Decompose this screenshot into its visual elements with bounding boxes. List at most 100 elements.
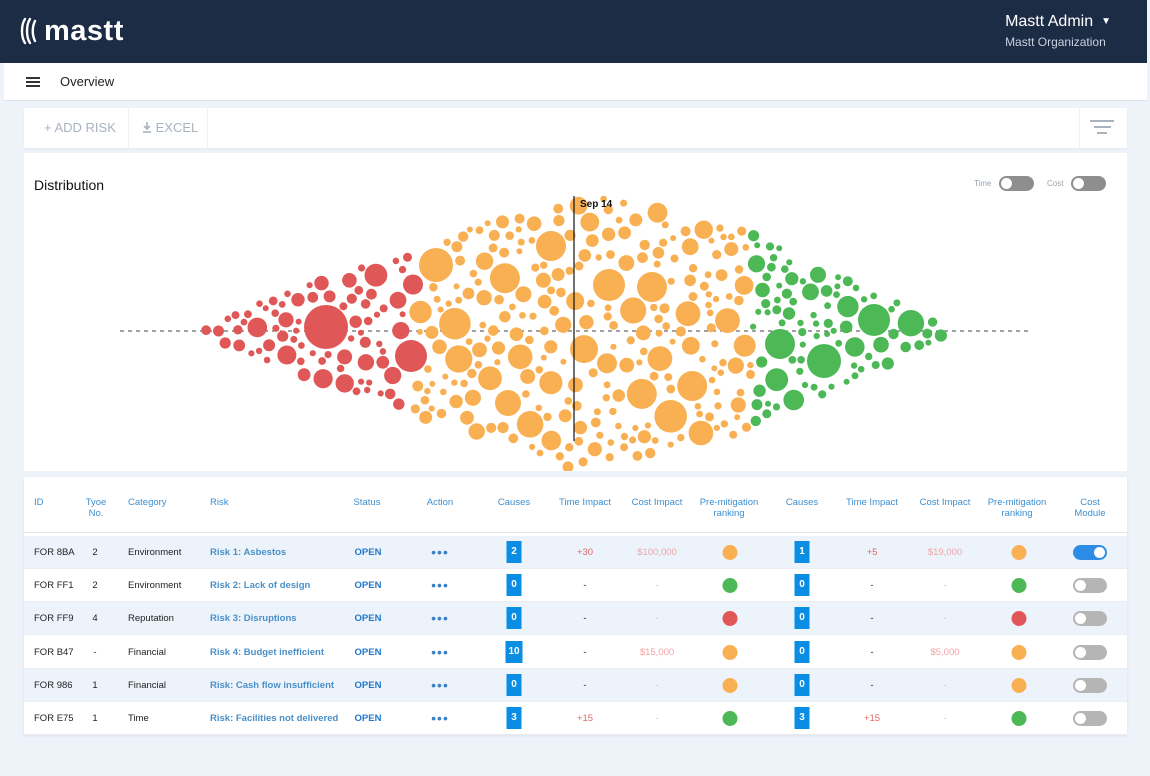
risk-bubble[interactable] xyxy=(852,284,860,292)
risk-bubble[interactable] xyxy=(753,384,766,397)
risk-bubble[interactable] xyxy=(309,350,316,357)
risk-bubble[interactable] xyxy=(637,272,667,302)
risk-bubble[interactable] xyxy=(767,262,776,272)
risk-bubble[interactable] xyxy=(870,292,878,300)
risk-bubble[interactable] xyxy=(419,410,433,424)
risk-bubble[interactable] xyxy=(858,304,890,336)
risk-bubble[interactable] xyxy=(553,215,565,227)
risk-bubble[interactable] xyxy=(403,252,412,262)
risk-bubble[interactable] xyxy=(439,307,471,340)
risk-bubble[interactable] xyxy=(488,325,499,336)
risk-bubble[interactable] xyxy=(472,342,487,358)
causes-badge-2[interactable]: 3 xyxy=(794,707,810,729)
risk-bubble[interactable] xyxy=(410,404,420,414)
risk-bubble[interactable] xyxy=(224,315,232,323)
risk-bubble[interactable] xyxy=(525,335,534,345)
risk-bubble[interactable] xyxy=(843,378,850,385)
risk-bubble[interactable] xyxy=(278,312,294,328)
risk-bubble[interactable] xyxy=(706,309,714,317)
risk-bubble[interactable] xyxy=(360,299,371,309)
risk-bubble[interactable] xyxy=(626,378,657,409)
risk-bubble[interactable] xyxy=(705,301,712,309)
risk-bubble[interactable] xyxy=(449,394,463,409)
mastt-logo[interactable]: mastt xyxy=(20,14,124,48)
risk-bubble[interactable] xyxy=(647,346,673,371)
risk-bubble[interactable] xyxy=(573,420,588,435)
risk-bubble[interactable] xyxy=(727,357,744,374)
risk-bubble[interactable] xyxy=(366,379,373,386)
risk-name-link[interactable]: Risk 2: Lack of design xyxy=(210,580,311,591)
risk-bubble[interactable] xyxy=(720,233,727,241)
risk-bubble[interactable] xyxy=(820,285,833,297)
risk-bubble[interactable] xyxy=(818,390,827,399)
risk-bubble[interactable] xyxy=(835,274,842,281)
risk-bubble[interactable] xyxy=(376,340,383,348)
risk-bubble[interactable] xyxy=(509,303,516,311)
risk-bubble[interactable] xyxy=(705,412,714,422)
risk-bubble[interactable] xyxy=(491,341,506,355)
risk-bubble[interactable] xyxy=(453,283,460,290)
risk-bubble[interactable] xyxy=(734,265,744,274)
risk-bubble[interactable] xyxy=(828,383,835,390)
risk-bubble[interactable] xyxy=(694,220,713,239)
risk-bubble[interactable] xyxy=(888,305,895,313)
risk-bubble[interactable] xyxy=(476,290,492,306)
risk-bubble[interactable] xyxy=(284,290,291,298)
risk-bubble[interactable] xyxy=(845,337,865,357)
risk-bubble[interactable] xyxy=(219,337,231,349)
hamburger-icon[interactable] xyxy=(26,77,40,87)
risk-bubble[interactable] xyxy=(366,288,377,300)
action-menu-icon[interactable]: ••• xyxy=(431,710,449,726)
risk-bubble[interactable] xyxy=(354,285,364,295)
risk-bubble[interactable] xyxy=(734,414,741,421)
risk-bubble[interactable] xyxy=(675,326,686,337)
risk-bubble[interactable] xyxy=(540,261,548,269)
risk-bubble[interactable] xyxy=(797,319,804,327)
risk-bubble[interactable] xyxy=(495,390,521,416)
risk-bubble[interactable] xyxy=(620,443,629,452)
risk-bubble[interactable] xyxy=(789,297,798,306)
risk-bubble[interactable] xyxy=(536,231,566,261)
risk-bubble[interactable] xyxy=(412,380,424,392)
risk-bubble[interactable] xyxy=(307,291,319,303)
risk-bubble[interactable] xyxy=(465,338,473,345)
risk-bubble[interactable] xyxy=(425,325,439,339)
risk-bubble[interactable] xyxy=(900,341,911,353)
risk-bubble[interactable] xyxy=(914,340,925,351)
risk-bubble[interactable] xyxy=(711,365,718,372)
risk-bubble[interactable] xyxy=(761,299,771,309)
risk-bubble[interactable] xyxy=(398,265,407,274)
risk-bubble[interactable] xyxy=(469,269,478,278)
risk-bubble[interactable] xyxy=(765,368,789,392)
risk-bubble[interactable] xyxy=(618,255,635,271)
risk-bubble[interactable] xyxy=(830,327,837,334)
risk-bubble[interactable] xyxy=(720,420,728,428)
risk-name-link[interactable]: Risk 1: Asbestos xyxy=(210,547,287,558)
risk-bubble[interactable] xyxy=(681,336,700,355)
risk-bubble[interactable] xyxy=(263,339,276,352)
risk-bubble[interactable] xyxy=(837,295,859,318)
risk-bubble[interactable] xyxy=(781,288,793,299)
risk-bubble[interactable] xyxy=(619,357,635,373)
risk-bubble[interactable] xyxy=(615,216,623,224)
risk-bubble[interactable] xyxy=(585,234,599,247)
risk-bubble[interactable] xyxy=(742,244,750,251)
table-row[interactable]: FOR B47 - Financial Risk 4: Budget ineffici… xyxy=(24,636,1127,669)
risk-bubble[interactable] xyxy=(514,213,525,224)
risk-bubble[interactable] xyxy=(357,329,364,336)
risk-bubble[interactable] xyxy=(540,354,547,361)
risk-bubble[interactable] xyxy=(764,309,771,316)
risk-bubble[interactable] xyxy=(271,309,279,317)
risk-bubble[interactable] xyxy=(705,291,712,298)
risk-bubble[interactable] xyxy=(733,334,756,357)
risk-bubble[interactable] xyxy=(520,369,536,384)
risk-bubble[interactable] xyxy=(357,354,375,371)
risk-bubble[interactable] xyxy=(688,420,714,446)
risk-bubble[interactable] xyxy=(505,231,514,240)
risk-name-link[interactable]: Risk: Cash flow insufficient xyxy=(210,680,335,691)
risk-bubble[interactable] xyxy=(762,272,771,282)
action-menu-icon[interactable]: ••• xyxy=(431,644,449,660)
risk-name-link[interactable]: Risk 4: Budget inefficient xyxy=(210,647,325,658)
risk-bubble[interactable] xyxy=(755,308,762,315)
risk-bubble[interactable] xyxy=(796,367,804,375)
